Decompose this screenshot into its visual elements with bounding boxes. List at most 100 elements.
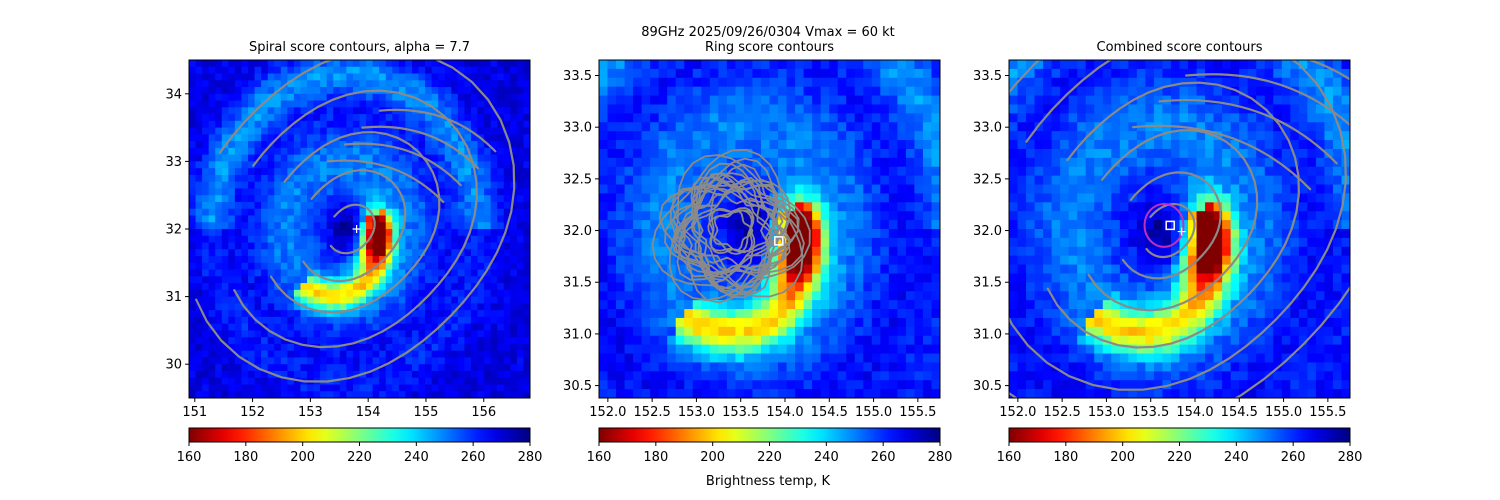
colorbar-tick-label: 180	[1053, 450, 1078, 465]
colorbar-tick-label: 240	[404, 450, 429, 465]
panel-title: Ring score contours	[705, 40, 834, 55]
contour-line	[1121, 171, 1222, 280]
y-tick-label: 31.0	[563, 327, 592, 342]
contour-line	[1158, 98, 1338, 165]
x-tick-label: 152	[240, 405, 265, 420]
contour-line	[343, 142, 462, 187]
contour-line	[1131, 124, 1312, 191]
x-tick-label: 154	[356, 405, 381, 420]
best-track-marker	[352, 225, 361, 233]
y-tick-label: 31.5	[973, 276, 1002, 291]
x-tick-label: 155.0	[855, 405, 892, 420]
y-tick-label: 30.5	[973, 379, 1002, 394]
highlight-contour	[1143, 202, 1185, 248]
y-tick-label: 32.0	[563, 224, 592, 239]
colorbar-tick-label: 200	[700, 450, 725, 465]
x-tick-label: 155.0	[1265, 405, 1302, 420]
colorbar-tick-label: 160	[177, 450, 202, 465]
figure-suptitle: 89GHz 2025/09/26/0304 Vmax = 60 kt	[641, 25, 895, 40]
colorbar-tick-label: 180	[233, 450, 258, 465]
colorbar-tick-label: 280	[928, 450, 953, 465]
x-tick-label: 151	[182, 405, 207, 420]
ring-contour	[651, 148, 804, 298]
y-tick-label: 32.5	[563, 172, 592, 187]
panel-title: Combined score contours	[1097, 40, 1263, 55]
y-tick-label: 30	[165, 358, 182, 373]
contours-3	[1009, 60, 1350, 398]
colorbar-tick-label: 260	[461, 450, 486, 465]
y-tick-label: 31.0	[973, 327, 1002, 342]
x-tick-label: 156	[471, 405, 496, 420]
ring-contour	[709, 207, 755, 254]
y-tick-label: 34	[165, 87, 182, 102]
colorbar-tick-label: 160	[997, 450, 1022, 465]
heatmap-2	[599, 60, 940, 398]
x-tick-label: 153	[298, 405, 323, 420]
contour-line	[233, 89, 478, 349]
contour-line	[302, 169, 407, 283]
colorbar-tick-label: 220	[1167, 450, 1192, 465]
contours-2	[651, 148, 811, 304]
x-tick-label: 155	[414, 405, 439, 420]
y-tick-label: 31.5	[563, 276, 592, 291]
panel-2: Ring score contours 152.0 152.5 153.0 153.5 1…	[563, 40, 952, 465]
heatmap-3	[1009, 60, 1350, 398]
contour-line	[329, 203, 376, 255]
panel-3: Combined score contours 152.0 152.5 153.0 15…	[973, 40, 1363, 465]
y-tick-label: 32.0	[973, 224, 1002, 239]
colorbar-tick-label: 280	[1338, 450, 1363, 465]
y-tick-label: 33.5	[973, 69, 1002, 84]
colorbar-tick-label: 280	[518, 450, 543, 465]
y-tick-label: 31	[165, 290, 182, 305]
colorbar-tick-label: 240	[814, 450, 839, 465]
x-tick-label: 154.5	[1221, 405, 1258, 420]
colorbar-tick-label: 200	[1110, 450, 1135, 465]
contour-line	[361, 125, 480, 170]
x-tick-label: 152.0	[589, 405, 626, 420]
ring-contour	[672, 172, 792, 289]
axes-frame	[598, 59, 941, 399]
colorbar-3	[1008, 427, 1351, 443]
colorbar-2	[598, 427, 941, 443]
x-tick-label: 154.5	[811, 405, 848, 420]
ring-contour	[664, 162, 800, 299]
colorbar-tick-label: 260	[1281, 450, 1306, 465]
colorbar-label: Brightness temp, K	[706, 474, 831, 489]
axes-frame	[1008, 59, 1351, 399]
ring-contour	[696, 187, 780, 275]
contour-line	[1009, 60, 1347, 391]
x-tick-label: 154.0	[766, 405, 803, 420]
colorbar-tick-label: 160	[587, 450, 612, 465]
ring-contour	[668, 154, 811, 301]
contour-line	[195, 60, 516, 383]
y-tick-label: 33.0	[563, 121, 592, 136]
ring-contour	[681, 180, 780, 277]
combined-center-marker	[1165, 220, 1175, 231]
x-tick-label: 153.5	[722, 405, 759, 420]
panel-title: Spiral score contours, alpha = 7.7	[249, 40, 470, 55]
ring-center-marker	[774, 236, 784, 246]
y-tick-label: 32	[165, 223, 182, 238]
contours-1	[195, 60, 516, 383]
contour-line	[326, 159, 445, 204]
contour-line	[1185, 73, 1350, 127]
x-tick-label: 155.5	[1309, 405, 1346, 420]
contour-line	[1087, 129, 1259, 312]
colorbar-tick-label: 260	[871, 450, 896, 465]
y-tick-label: 33.0	[973, 121, 1002, 136]
ring-contour	[692, 192, 772, 269]
y-tick-label: 32.5	[973, 172, 1002, 187]
colorbar-1	[188, 427, 531, 443]
colorbar-tick-label: 200	[290, 450, 315, 465]
ring-contour	[694, 187, 770, 274]
x-tick-label: 152.0	[999, 405, 1036, 420]
best-track-marker	[1177, 227, 1186, 236]
contour-line	[1145, 202, 1196, 259]
contour-line	[378, 108, 497, 153]
x-tick-label: 154.0	[1176, 405, 1213, 420]
contour-line	[1046, 81, 1300, 349]
y-tick-label: 33	[165, 155, 182, 170]
x-tick-label: 152.5	[634, 405, 671, 420]
x-tick-label: 153.5	[1132, 405, 1169, 420]
